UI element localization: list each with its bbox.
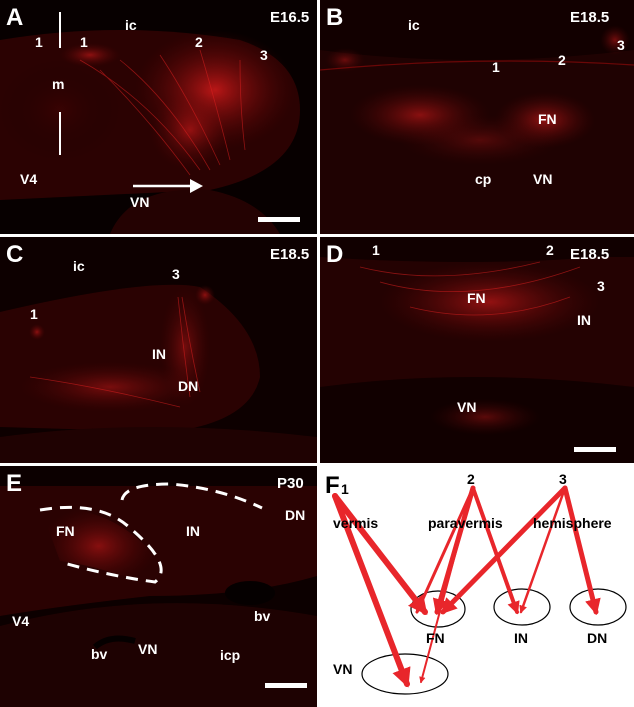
label-cp: cp [475,171,492,187]
region-vermis: vermis [333,515,379,531]
label-v4: V4 [20,171,38,187]
label-lobule-1: 1 [30,306,38,322]
scale-bar [258,217,300,222]
panel-f-schematic: F 1 2 3 vermis paravermis hemisphere FN … [325,466,634,707]
arrow-3-to-fn [440,485,568,615]
panel-a: A E16.5 ic 1 1 2 3 m V4 VN [0,0,317,234]
label-v4: V4 [12,613,30,629]
source-2: 2 [467,471,475,487]
panel-e-letter: E [6,470,23,497]
panel-b: B E18.5 ic 1 2 3 FN cp VN [320,0,634,234]
label-dn: DN [178,378,199,394]
panel-a-annotations [59,12,203,193]
panel-d-stage: E18.5 [570,246,610,263]
scale-bar [574,447,616,452]
label-dn: DN [285,507,306,523]
label-midline-m: m [52,76,65,92]
panel-d-micrograph [320,237,634,463]
label-lobule-3: 3 [172,266,180,282]
label-lobule-3: 3 [597,278,605,294]
panel-c-letter: C [6,241,24,268]
panel-e-annotations [39,482,263,584]
label-lobule-3: 3 [617,37,625,53]
panel-a-stage: E16.5 [270,9,310,26]
label-vn: VN [138,641,158,657]
label-lobule-1: 1 [35,34,43,50]
label-lobule-1: 1 [80,34,88,50]
panel-c-stage: E18.5 [270,246,310,263]
source-1: 1 [341,481,349,497]
arrow-head-icon [190,179,203,193]
panel-d: D E18.5 1 2 3 FN IN VN [320,237,634,463]
nucleus-fn: FN [426,630,445,646]
label-lobule-2: 2 [558,52,566,68]
panel-b-micrograph [320,0,634,234]
dn-oval [569,588,627,626]
label-in: IN [577,312,591,328]
panel-d-letter: D [326,241,344,268]
label-in: IN [152,346,166,362]
region-paravermis: paravermis [428,515,503,531]
label-bv: bv [91,646,108,662]
arrow-1-to-fn [332,493,428,616]
panel-e-micrograph [0,466,317,707]
in-outline [120,482,263,510]
label-lobule-2: 2 [546,242,554,258]
scale-bar [265,683,307,688]
label-lobule-1: 1 [372,242,380,258]
region-hemisphere: hemisphere [533,515,612,531]
label-vn: VN [457,399,477,415]
projection-diagram [332,485,627,695]
arrow-1-to-vn [332,493,411,688]
source-3: 3 [559,471,567,487]
panel-e-stage: P30 [277,475,304,492]
panel-b-letter: B [326,4,344,31]
panel-a-micrograph [0,0,317,234]
vn-oval [361,653,449,695]
label-ic: ic [73,258,85,274]
label-ic: ic [408,17,420,33]
label-bv: bv [254,608,271,624]
panel-c-micrograph [0,237,317,463]
label-fn: FN [538,111,557,127]
arrow-3-to-in [519,486,567,614]
fn-outline [39,505,163,584]
nucleus-vn: VN [333,661,353,677]
label-fn: FN [467,290,486,306]
panel-c: C E18.5 ic 1 3 IN DN [0,237,317,463]
label-ic: ic [125,17,137,33]
in-oval [493,588,551,626]
panel-b-stage: E18.5 [570,9,610,26]
nucleus-dn: DN [587,630,608,646]
panel-e: E P30 FN IN DN V4 bv bv VN icp [0,466,317,707]
arrow-2-to-fn-thin [415,486,475,614]
nucleus-in: IN [514,630,528,646]
label-fn: FN [56,523,75,539]
panel-a-letter: A [6,4,24,31]
label-icp: icp [220,647,241,663]
arrow-2-to-in [471,486,520,615]
label-lobule-2: 2 [195,34,203,50]
label-lobule-1: 1 [492,59,500,75]
arrow-3-to-dn [562,485,601,616]
label-in: IN [186,523,200,539]
panel-f-letter: F [325,472,340,499]
label-vn: VN [533,171,553,187]
label-vn: VN [130,194,150,210]
label-lobule-3: 3 [260,47,268,63]
arrow-2-to-vn [419,487,474,684]
